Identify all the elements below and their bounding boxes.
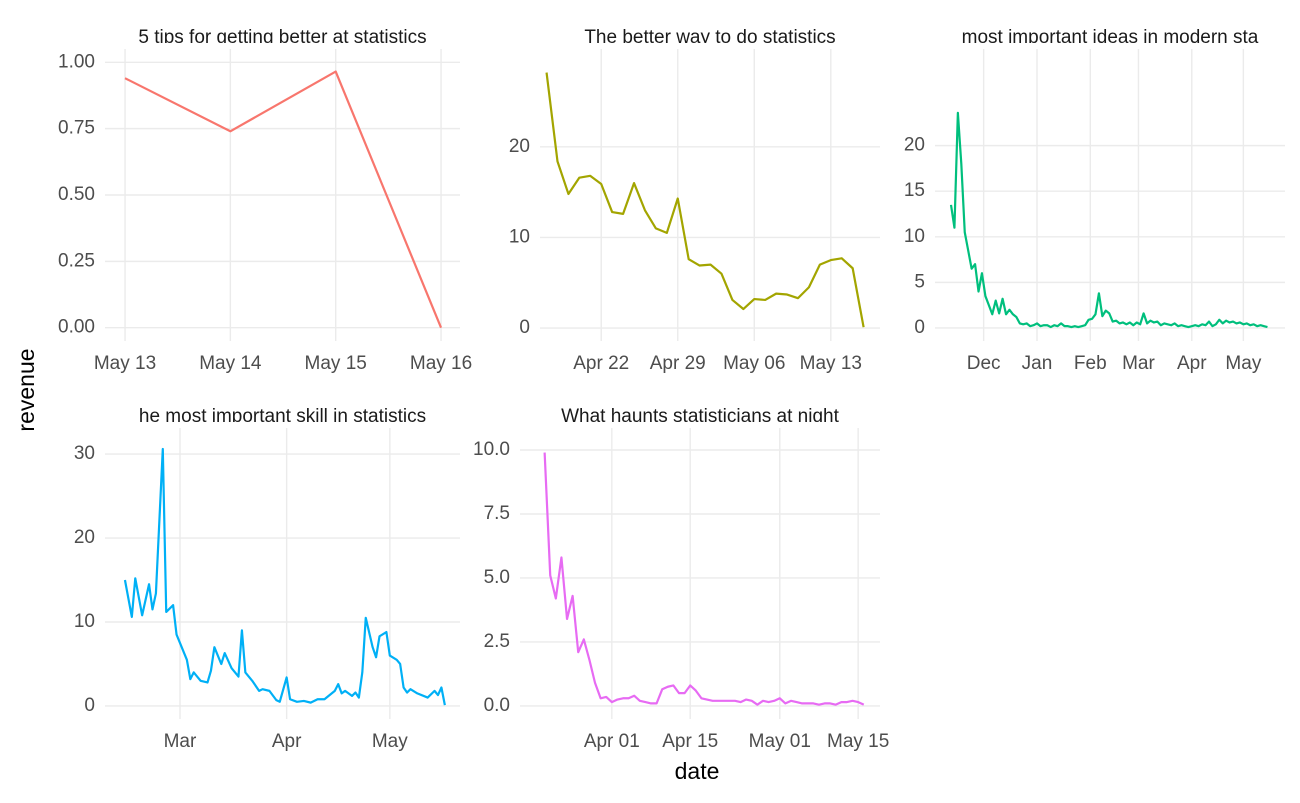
y-tick-label: 0.50 (58, 184, 95, 205)
y-tick-label: 5.0 (484, 567, 510, 588)
data-line (949, 111, 1268, 329)
x-tick-label: Apr 01 (584, 731, 640, 752)
x-tick-label: May 13 (94, 353, 156, 374)
panel: 0 10 20 30 Mar Apr May he most important skill … (74, 406, 460, 752)
x-tick-label: Dec (967, 353, 1001, 374)
y-tick-label: 10.0 (473, 439, 510, 460)
data-line (543, 452, 865, 706)
x-tick-label: May 15 (827, 731, 889, 752)
x-tick-label: May (372, 731, 408, 752)
y-tick-label: 10 (904, 226, 925, 247)
x-tick-label: May 13 (800, 353, 862, 374)
x-tick-label: Mar (1122, 353, 1155, 374)
y-tick-label: 0.75 (58, 118, 95, 139)
panel: 0 5 10 15 20 Dec Jan Feb Mar Apr May most important… (904, 27, 1285, 374)
x-tick-label: Jan (1022, 353, 1053, 374)
y-tick-label: 2.5 (484, 631, 510, 652)
data-line (124, 70, 443, 329)
data-line (123, 447, 446, 706)
panel-title: The better way to do statistics (584, 27, 835, 48)
panel-title: he most important skill in statistics (139, 406, 426, 427)
x-tick-label: May 06 (723, 353, 785, 374)
x-tick-label: Mar (164, 731, 197, 752)
y-tick-label: 0.25 (58, 250, 95, 271)
y-tick-label: 0 (519, 317, 530, 338)
x-tick-label: Apr 22 (573, 353, 629, 374)
y-tick-label: 15 (904, 180, 925, 201)
x-tick-label: May 16 (410, 353, 472, 374)
y-tick-label: 7.5 (484, 503, 510, 524)
y-tick-label: 20 (74, 527, 95, 548)
x-tick-label: Apr 29 (650, 353, 706, 374)
panel: 0.00 0.25 0.50 0.75 1.00 May 13 May 14 May 15 Ma… (58, 27, 472, 374)
y-tick-label: 0.0 (484, 695, 510, 716)
panel-title: What haunts statisticians at night (561, 406, 839, 427)
x-axis-label: date (675, 758, 720, 784)
y-tick-label: 30 (74, 443, 95, 464)
y-tick-label: 0 (914, 317, 925, 338)
x-tick-label: May 01 (749, 731, 811, 752)
x-tick-label: Apr 15 (662, 731, 718, 752)
y-tick-label: 0.00 (58, 317, 95, 338)
y-tick-label: 1.00 (58, 51, 95, 72)
x-tick-label: May 15 (305, 353, 367, 374)
y-axis-label: revenue (13, 348, 39, 431)
x-tick-label: May (1225, 353, 1261, 374)
panel: 0 10 20 Apr 22 Apr 29 May 06 May 13 The better … (509, 27, 880, 374)
x-tick-label: May 14 (199, 353, 262, 374)
y-tick-label: 10 (74, 611, 95, 632)
x-tick-label: Apr (1177, 353, 1207, 374)
y-tick-label: 0 (84, 695, 95, 716)
panel-title: 5 tips for getting better at statistics (138, 27, 426, 48)
y-tick-label: 20 (904, 135, 925, 156)
y-tick-label: 5 (914, 271, 925, 292)
x-tick-label: Apr (272, 731, 302, 752)
y-tick-label: 10 (509, 226, 530, 247)
data-line (545, 72, 865, 328)
y-tick-label: 20 (509, 136, 530, 157)
panel-title: most important ideas in modern sta (962, 27, 1259, 48)
x-tick-label: Feb (1074, 353, 1107, 374)
panel: 0.0 2.5 5.0 7.5 10.0 Apr 01 Apr 15 May 01 May 15… (473, 406, 889, 752)
